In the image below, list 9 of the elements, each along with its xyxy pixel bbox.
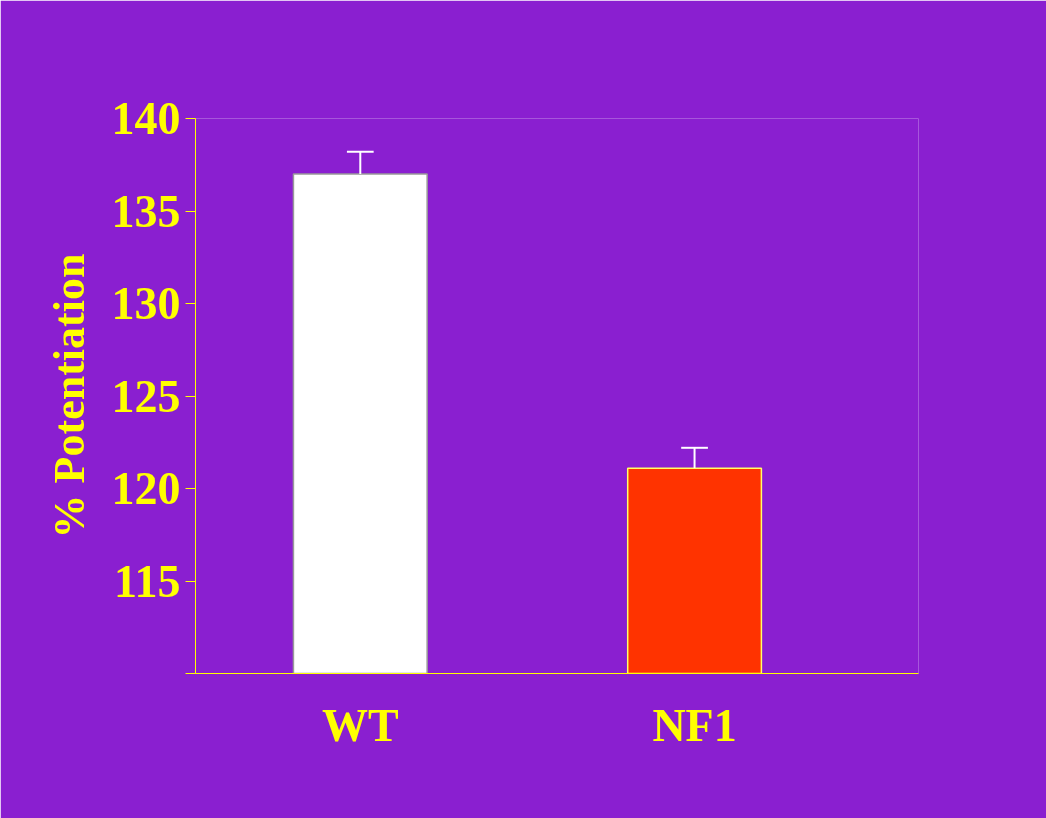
y-tick-label: 125 xyxy=(111,370,181,422)
y-tick-label: 140 xyxy=(111,93,181,144)
y-tick-label: 135 xyxy=(111,185,181,237)
y-tick-label: 115 xyxy=(114,555,181,607)
y-axis-title: % Potentiation xyxy=(44,253,94,539)
y-tick-label: 130 xyxy=(111,278,181,329)
x-tick-label: WT xyxy=(321,699,399,751)
y-tick-label: 120 xyxy=(111,463,181,514)
x-tick-label: NF1 xyxy=(652,699,737,751)
